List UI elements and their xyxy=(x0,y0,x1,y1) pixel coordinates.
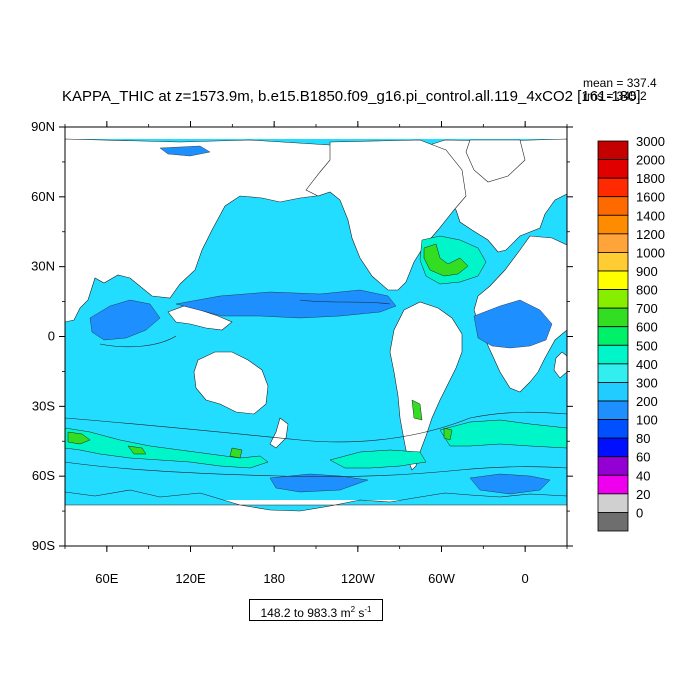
colorbar-swatch xyxy=(597,456,629,476)
north-atlantic-green xyxy=(423,243,469,277)
x-tick-label: 60W xyxy=(428,571,455,586)
colorbar-label: 60 xyxy=(636,450,650,465)
colorbar-label: 80 xyxy=(636,431,650,446)
colorbar-label: 1200 xyxy=(636,227,665,242)
x-axis: 60E 120E 180 120W 60W 0 xyxy=(64,121,568,586)
colorbar-swatch xyxy=(597,233,629,253)
blue-region-tropical-pacific xyxy=(175,289,397,319)
colorbar-swatch xyxy=(597,382,629,402)
colorbar-label: 500 xyxy=(636,338,658,353)
colorbar-label: 20 xyxy=(636,487,650,502)
x-tick-label: 120E xyxy=(175,571,206,586)
y-tick-label: 60N xyxy=(31,189,55,204)
y-tick-label: 30N xyxy=(31,259,55,274)
x-tick-label: 120W xyxy=(341,571,376,586)
colorbar-swatch xyxy=(597,289,629,309)
map-panel xyxy=(65,127,567,546)
southern-band-west xyxy=(65,427,269,469)
green-patch-4 xyxy=(443,427,453,441)
colorbar-swatch xyxy=(597,159,629,179)
colorbar-swatch xyxy=(597,363,629,383)
y-tick-label: 0 xyxy=(48,329,55,344)
colorbar-label: 0 xyxy=(636,505,643,520)
range-text: 148.2 to 983.3 m xyxy=(260,606,351,620)
colorbar-swatch xyxy=(597,326,629,346)
y-tick-label: 90S xyxy=(32,538,55,553)
colorbar-swatch xyxy=(597,252,629,272)
colorbar-label: 800 xyxy=(636,283,658,298)
colorbar-label: 600 xyxy=(636,320,658,335)
arctic-land xyxy=(65,127,567,139)
colorbar-label: 3000 xyxy=(636,134,665,149)
colorbar-swatch xyxy=(597,344,629,365)
range-mid: s xyxy=(355,606,365,620)
colorbar-label: 1600 xyxy=(636,190,665,205)
madagascar-land xyxy=(553,351,567,379)
southern-band-east xyxy=(439,419,567,449)
australia-land xyxy=(193,351,269,415)
colorbar-label: 1000 xyxy=(636,245,665,260)
y-axis: 90N 60N 30N 0 30S 60S 90S xyxy=(31,119,573,553)
range-sup-2: -1 xyxy=(364,605,372,614)
blue-region-indian xyxy=(89,299,161,341)
colorbar-swatch xyxy=(597,214,629,235)
blue-region-npacific-arctic xyxy=(159,145,211,157)
plot-title: KAPPA_THIC at z=1573.9m, b.e15.B1850.f09… xyxy=(62,88,641,105)
green-patch-1 xyxy=(67,431,91,445)
x-tick-label: 0 xyxy=(522,571,529,586)
y-tick-label: 30S xyxy=(32,398,55,413)
colorbar-swatch xyxy=(597,270,629,290)
colorbar-label: 2000 xyxy=(636,153,665,168)
colorbar-label: 700 xyxy=(636,301,658,316)
colorbar-swatch xyxy=(597,307,629,328)
colorbar-swatch xyxy=(597,437,629,458)
mean-value: mean = 337.4 xyxy=(583,76,657,90)
colorbar-swatch xyxy=(597,140,629,160)
colorbar-label: 200 xyxy=(636,394,658,409)
colorbar-swatch xyxy=(597,493,629,513)
blue-region-atlantic xyxy=(473,299,553,349)
colorbar-swatch xyxy=(597,177,629,198)
new-zealand-land xyxy=(269,417,289,449)
colorbar-swatch xyxy=(597,400,629,420)
colorbar-label: 900 xyxy=(636,264,658,279)
colorbar: 3000200018001600140012001000900800700600… xyxy=(597,134,665,532)
colorbar-swatch xyxy=(597,419,629,439)
range-sup-1: 2 xyxy=(350,605,356,614)
green-patch-2 xyxy=(127,445,147,455)
blue-region-south xyxy=(269,473,369,493)
x-tick-label: 180 xyxy=(263,571,285,586)
southern-band-pacific xyxy=(329,449,427,469)
antarctic-coast xyxy=(65,489,567,512)
rms-value: rms = 345.2 xyxy=(583,89,647,103)
stats-block: mean = 337.4 rms = 345.2 xyxy=(583,77,657,103)
y-tick-label: 60S xyxy=(32,468,55,483)
blue-region-south-atlantic xyxy=(469,473,551,495)
colorbar-label: 1800 xyxy=(636,171,665,186)
colorbar-swatch xyxy=(597,512,629,532)
green-patch-5 xyxy=(411,399,423,421)
x-tick-label: 60E xyxy=(95,571,118,586)
north-america-land xyxy=(305,139,467,291)
value-range-label: 148.2 to 983.3 m2 s-1 xyxy=(249,599,383,621)
green-patch-3 xyxy=(229,447,243,459)
colorbar-label: 1400 xyxy=(636,208,665,223)
colorbar-label: 40 xyxy=(636,468,650,483)
y-tick-label: 90N xyxy=(31,119,55,134)
colorbar-swatch xyxy=(597,196,629,216)
colorbar-swatch xyxy=(597,474,629,495)
colorbar-label: 400 xyxy=(636,357,658,372)
south-america-land xyxy=(389,301,463,471)
greenland-land xyxy=(465,139,526,183)
contour-lines xyxy=(65,299,567,478)
colorbar-label: 100 xyxy=(636,413,658,428)
colorbar-label: 300 xyxy=(636,375,658,390)
